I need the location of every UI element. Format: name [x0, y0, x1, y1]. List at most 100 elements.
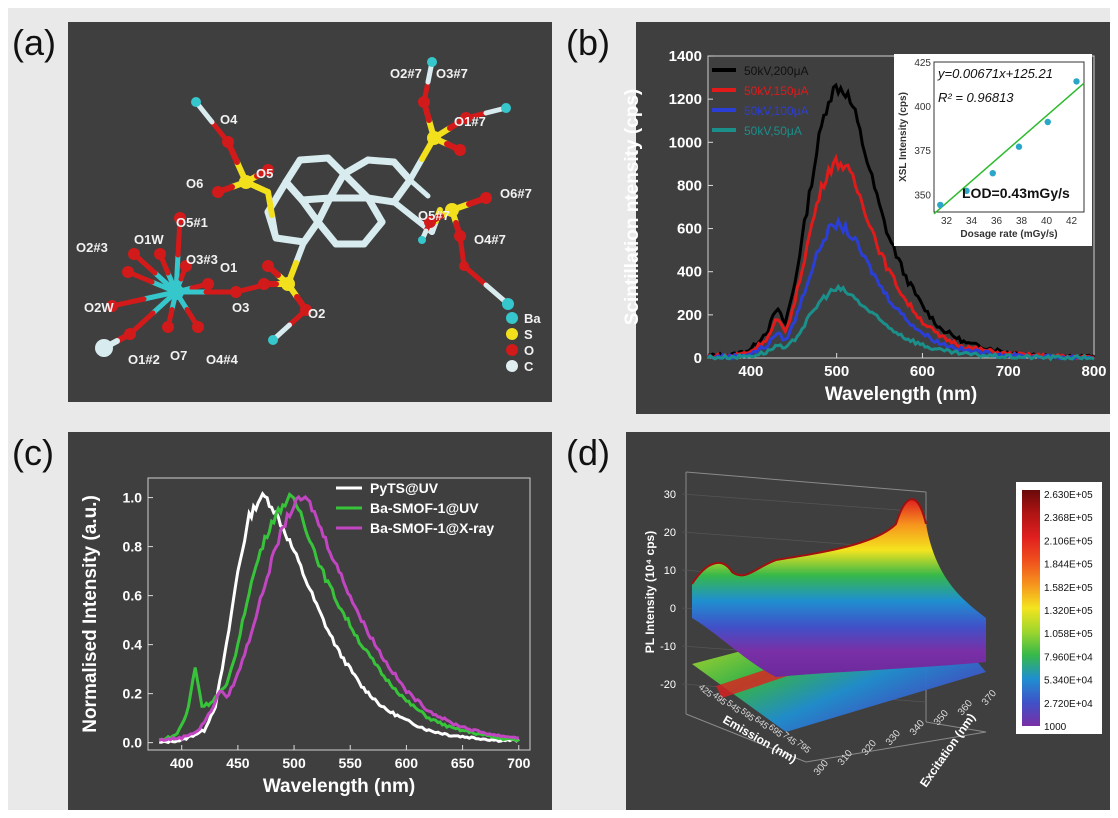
colorbar-tick-label: 2.368E+05 [1044, 513, 1093, 524]
excitation-tick-label: 340 [908, 718, 927, 738]
atom-label: O5 [256, 166, 273, 181]
y-tick-label: 0 [694, 350, 702, 367]
inset-y-tick-label: 350 [914, 190, 931, 201]
excitation-tick-label: 370 [980, 688, 999, 708]
panel-label-c: (c) [12, 432, 54, 473]
legend-label: 50kV,50μA [744, 124, 802, 138]
axis-box-line [685, 471, 927, 493]
emission-surface [692, 499, 986, 677]
atom-label: O3#7 [436, 66, 468, 81]
bond [407, 156, 425, 183]
atom [418, 96, 430, 108]
legend-atom-swatch [506, 344, 518, 356]
legend-label: 50kV,100μA [744, 104, 809, 118]
atom [230, 286, 242, 298]
legend-atom-swatch [506, 328, 518, 340]
axis-box-line [685, 713, 807, 763]
carbon-bond [390, 176, 414, 206]
atom [459, 261, 469, 271]
atom [300, 304, 312, 316]
atom-label: O4 [220, 112, 238, 127]
atom [480, 192, 492, 204]
chart-b: 400 500 600 700 800 0 200 400 600 800 1000 1200 1400… [622, 48, 1107, 405]
atom [258, 278, 270, 290]
atom [281, 277, 295, 291]
legend-atom-label: C [524, 359, 534, 374]
atom [180, 260, 192, 272]
atom [460, 112, 472, 124]
atom [424, 216, 436, 228]
y-tick-label: 0.6 [123, 588, 143, 604]
x-axis-label: Wavelength (nm) [825, 384, 977, 405]
inset-fit-line [933, 82, 1085, 215]
inset-x-label: Dosage rate (mGy/s) [960, 229, 1057, 240]
panel-label-b: (b) [566, 22, 610, 63]
x-tick-label: 500 [282, 755, 306, 771]
carbon-bond [296, 154, 332, 164]
atom [445, 203, 459, 217]
panel-label-d: (d) [566, 432, 610, 473]
legend-atom-swatch [506, 312, 518, 324]
y-tick-label: 600 [677, 221, 702, 238]
inset-y-tick-label: 425 [914, 58, 931, 69]
atom-label: O1W [134, 232, 164, 247]
inset-data-point [989, 169, 996, 177]
atom-label: O3#3 [186, 252, 218, 267]
x-tick-label: 600 [395, 755, 419, 771]
bond [175, 215, 183, 258]
x-axis-label: Wavelength (nm) [263, 776, 415, 797]
atom [128, 248, 140, 260]
atom-label: O4#4 [206, 352, 239, 367]
atom [501, 103, 511, 113]
series-line-3 [707, 283, 1095, 362]
atom-label: O2 [308, 306, 325, 321]
carbon-bond [360, 218, 386, 248]
x-tick-label: 800 [1081, 363, 1106, 380]
inset-data-point [1015, 143, 1023, 150]
atom [212, 186, 224, 198]
atom [202, 278, 214, 290]
inset-y-tick-label: 400 [914, 102, 931, 113]
atom [122, 266, 134, 278]
colorbar-tick-label: 7.960E+04 [1044, 652, 1093, 663]
atom-label: O6 [186, 176, 203, 191]
carbon-bond [282, 178, 306, 204]
inset-data-point [1073, 78, 1080, 85]
atom-label: O1 [220, 260, 237, 275]
legend-label: 50kV,200μA [744, 64, 809, 78]
atom [191, 97, 201, 107]
colorbar-tick-label: 2.106E+05 [1044, 536, 1093, 547]
series-line-2 [158, 494, 519, 742]
atom-label: O1#7 [454, 114, 486, 129]
axis-box-line [805, 731, 987, 763]
bond [265, 189, 275, 218]
carbon-bond [390, 158, 414, 184]
y-tick-label: 0.4 [123, 637, 143, 653]
bond [391, 199, 416, 220]
atom [168, 284, 184, 300]
atom [268, 335, 278, 345]
bond [254, 184, 271, 195]
x-tick-label: 700 [996, 363, 1021, 380]
inset-x-tick-label: 36 [991, 216, 1003, 227]
inset-y-label: XSL Intensity (cps) [898, 92, 909, 182]
inset-frame [933, 61, 1085, 213]
y-tick-label: 1200 [669, 91, 702, 108]
atom-label: O7 [170, 348, 187, 363]
x-tick-label: 650 [451, 755, 475, 771]
legend-label: Ba-SMOF-1@UV [370, 500, 479, 516]
colorbar-tick-label: 1000 [1044, 722, 1067, 733]
atom-label: O2#7 [390, 66, 422, 81]
carbon-bond [340, 156, 372, 178]
atom [454, 230, 466, 242]
axis-box-line [925, 721, 987, 733]
y-tick-label: 0.8 [123, 539, 143, 555]
colorbar-tick-label: 2.630E+05 [1044, 490, 1093, 501]
carbon-bond [326, 170, 348, 202]
atom-label: O2W [84, 300, 114, 315]
colorbar-tick-label: 2.720E+04 [1044, 699, 1093, 710]
y-tick-label: 800 [677, 177, 702, 194]
inset-fit-equation: y=0.00671x+125.21 [937, 66, 1053, 81]
inset-x-tick-label: 40 [1041, 216, 1053, 227]
